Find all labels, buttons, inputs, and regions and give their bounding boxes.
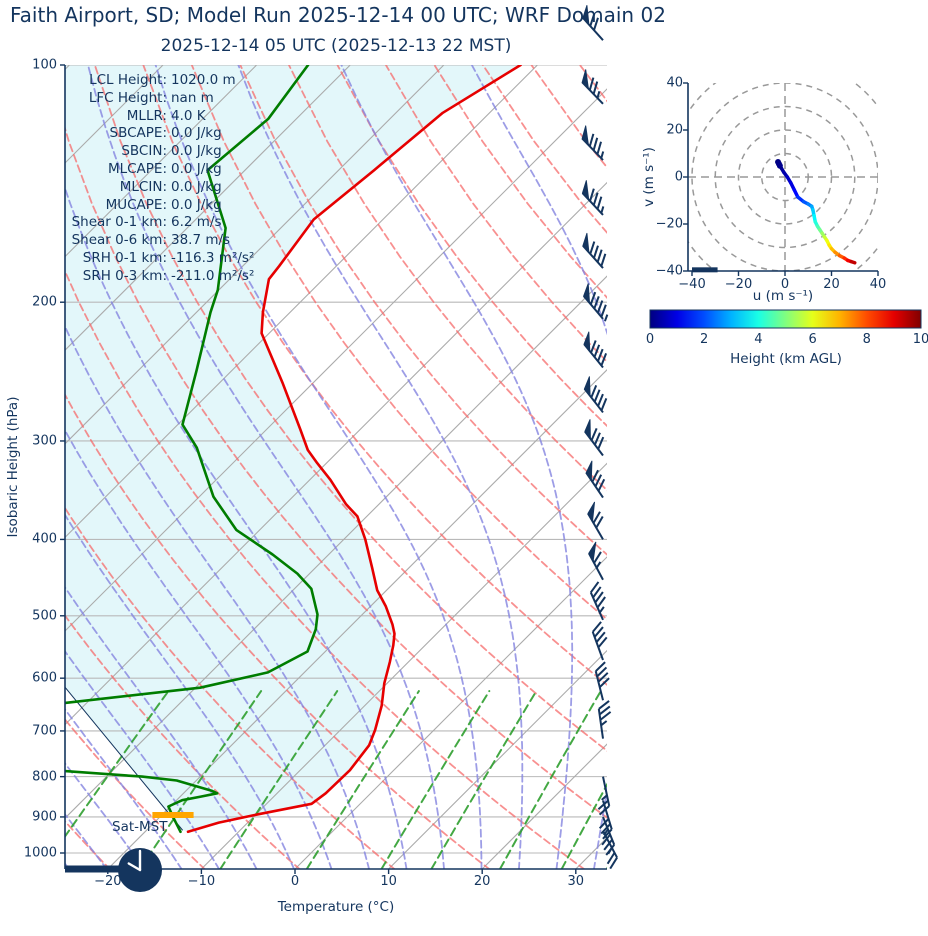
stat-row: MLLR: 4.0 K [38, 108, 206, 126]
skewt-y-tick-label: 600 [32, 670, 57, 686]
hodograph-u-tick-label: 20 [823, 277, 840, 292]
skewt-y-tick-label: 700 [32, 723, 57, 739]
stat-value: 1020.0 m [171, 72, 236, 88]
skewt-y-tick-label: 800 [32, 769, 57, 785]
colorbar-tick-label: 8 [862, 332, 871, 347]
stat-row: MUCAPE: 0.0 J/kg [38, 197, 222, 215]
stat-label: MUCAPE: [105, 196, 167, 213]
stat-row: Shear 0-6 km: 38.7 m/s [38, 232, 231, 250]
hodograph-v-tick-label: 20 [666, 122, 683, 138]
stat-label: SBCIN: [121, 143, 167, 160]
stat-row: SBCAPE: 0.0 J/kg [38, 125, 222, 143]
skewt-x-tick-label: 30 [567, 874, 585, 889]
colorbar-tick-label: 10 [912, 332, 928, 347]
hodograph-u-tick-label: −20 [724, 277, 753, 292]
hodograph-plot-area [688, 83, 878, 271]
stat-value: 4.0 K [171, 107, 206, 124]
stat-label: MLLR: [126, 107, 167, 124]
hodograph-u-tick-label: 0 [780, 277, 790, 292]
hodograph-u-tick-label: 40 [869, 277, 887, 292]
temperature-profile-line [186, 65, 522, 834]
skewt-x-tick-label: −10 [187, 874, 216, 889]
stat-row: SRH 0-1 km: -116.3 m²/s² [38, 250, 255, 268]
colorbar-tick-label: 2 [700, 332, 709, 347]
stat-value: 0.0 J/kg [171, 125, 222, 142]
stat-row: SBCIN: 0.0 J/kg [38, 143, 222, 161]
stat-row: SRH 0-3 km: -211.0 m²/s² [38, 267, 255, 286]
skewt-y-tick-label: 500 [32, 608, 57, 624]
colorbar-label: Height (km AGL) [730, 351, 842, 367]
stat-value: 0.0 J/kg [171, 161, 222, 177]
dewpoint-profile-line [65, 65, 319, 834]
skewt-y-tick-label: 1000 [23, 845, 57, 861]
skewt-y-tick-label: 300 [32, 433, 57, 449]
stat-value: 6.2 m/s [171, 214, 222, 231]
hodograph-baseline-bar [692, 267, 718, 273]
skewt-x-tick-label: −20 [94, 874, 122, 889]
stat-value: 0.0 J/kg [171, 143, 222, 160]
figure-title: Faith Airport, SD; Model Run 2025-12-14 … [10, 3, 666, 27]
hodograph-v-tick-label: 0 [674, 169, 683, 185]
parcel-trace-line [65, 686, 183, 831]
stat-value: 0.0 J/kg [171, 196, 222, 213]
stat-value: -211.0 m²/s² [171, 267, 255, 284]
skewt-y-tick-label: 200 [32, 294, 57, 310]
skewt-x-tick-label: 20 [473, 874, 491, 889]
stat-value: 38.7 m/s [171, 232, 231, 249]
skewt-y-tick-label: 400 [32, 531, 57, 547]
skewt-y-tick-label: 900 [32, 809, 57, 825]
stat-row: MLCAPE: 0.0 J/kg [38, 161, 222, 179]
stat-label: LFC Height: [88, 89, 167, 106]
stat-label: Shear 0-6 km: [71, 232, 167, 249]
hodograph-u-axis-label: u (m s⁻¹) [752, 288, 814, 304]
colorbar-tick-label: 4 [754, 332, 763, 347]
colorbar-tick-label: 0 [645, 332, 655, 347]
skewt-x-axis-label: Temperature (°C) [277, 899, 395, 915]
stat-label: Shear 0-1 km: [71, 214, 167, 231]
skewt-plot-area [65, 65, 607, 869]
skewt-x-tick-label: 10 [380, 874, 397, 889]
height-colorbar [649, 309, 922, 329]
wind-barb-column [581, 5, 618, 870]
stat-label: MLCAPE: [107, 161, 167, 177]
stat-row: MLCIN: 0.0 J/kg [38, 179, 222, 197]
stat-row: LFC Height: nan m [38, 90, 214, 108]
skewt-x-tick-label: 0 [290, 874, 300, 889]
figure-subtitle: 2025-12-14 05 UTC (2025-12-13 22 MST) [160, 36, 512, 56]
surface-time-label: Sat-MST [112, 819, 168, 835]
stat-value: 0.0 J/kg [171, 178, 222, 195]
stat-value: -116.3 m²/s² [171, 250, 255, 266]
stat-value: nan m [171, 89, 214, 106]
stat-label: SRH 0-1 km: [82, 250, 167, 266]
surface-layer-bar [65, 865, 120, 873]
hodograph-v-tick-label: −20 [655, 216, 683, 232]
stat-label: SBCAPE: [109, 125, 167, 142]
stat-label: SRH 0-3 km: [82, 267, 167, 284]
hodograph-v-tick-label: 40 [666, 75, 683, 91]
stat-label: LCL Height: [89, 72, 167, 88]
stat-row: LCL Height: 1020.0 m [38, 72, 236, 90]
hodograph-u-tick-label: −40 [678, 277, 706, 292]
colorbar-tick-label: 6 [808, 332, 817, 347]
skewt-y-tick-label: 100 [32, 57, 57, 73]
stat-row: Shear 0-1 km: 6.2 m/s [38, 214, 222, 232]
stat-label: MLCIN: [119, 178, 167, 195]
saturated-region-fill [65, 65, 521, 832]
hodograph-v-tick-label: −40 [655, 263, 683, 279]
